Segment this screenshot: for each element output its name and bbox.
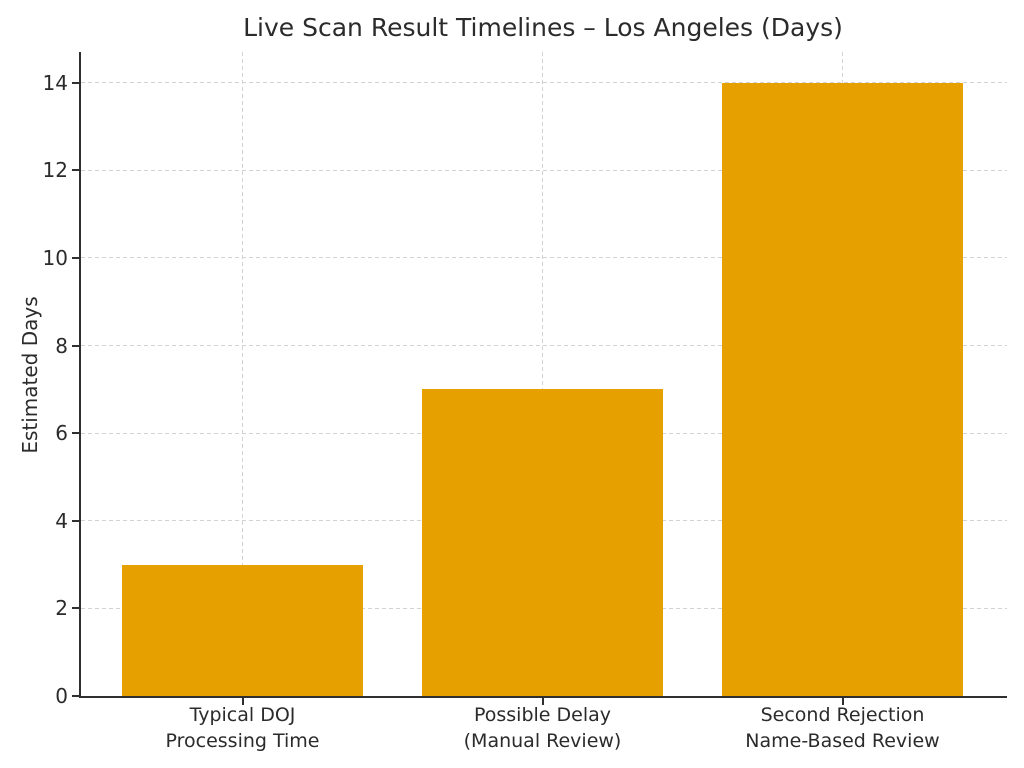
bar	[122, 565, 363, 696]
y-tick-label: 12	[42, 158, 68, 183]
y-tick-mark	[72, 695, 79, 697]
chart-title: Live Scan Result Timelines – Los Angeles…	[243, 13, 843, 42]
bars-layer	[81, 52, 1007, 696]
x-tick-label: Typical DOJ Processing Time	[93, 703, 393, 754]
y-tick-mark	[72, 519, 79, 522]
y-tick-label: 2	[55, 596, 68, 621]
bar	[722, 83, 963, 696]
y-tick-mark	[72, 256, 79, 259]
y-tick-mark	[72, 432, 79, 435]
horizontal-gridline	[81, 169, 1007, 171]
x-tick-label: Second Rejection Name-Based Review	[693, 703, 993, 754]
y-tick-mark	[72, 81, 79, 84]
bar	[422, 389, 663, 696]
x-tick-label-line: Second Rejection	[760, 704, 925, 726]
x-tick-label-line: Name-Based Review	[745, 729, 940, 752]
y-tick-label: 0	[55, 684, 68, 708]
x-tick-mark	[241, 698, 244, 705]
y-tick-mark	[72, 607, 79, 610]
x-tick-label-line: (Manual Review)	[463, 729, 622, 752]
horizontal-gridline	[81, 257, 1007, 259]
y-tick-label: 14	[42, 70, 68, 95]
y-tick-mark	[72, 344, 79, 347]
y-tick-label: 6	[55, 421, 68, 446]
horizontal-gridline	[81, 345, 1007, 347]
y-tick-label: 10	[42, 245, 68, 270]
horizontal-gridline	[81, 82, 1007, 84]
y-tick-mark	[72, 169, 79, 172]
x-tick-label-line: Possible Delay	[473, 704, 612, 726]
x-tick-mark	[541, 698, 544, 705]
vertical-gridline	[542, 52, 543, 696]
y-tick-label: 4	[55, 508, 68, 533]
vertical-gridline	[242, 52, 243, 696]
plot-area	[79, 52, 1007, 698]
x-tick-label: Possible Delay (Manual Review)	[393, 703, 693, 754]
x-tick-label-line: Typical DOJ	[189, 704, 296, 726]
y-tick-label: 8	[55, 333, 68, 358]
x-tick-label-line: Processing Time	[165, 729, 320, 752]
x-tick-mark	[841, 698, 844, 705]
